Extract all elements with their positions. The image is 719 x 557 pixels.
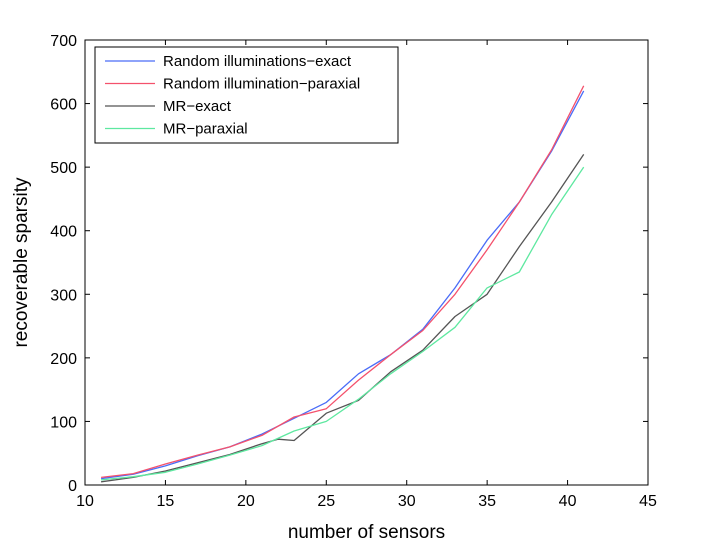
y-tick-label: 100 (50, 414, 77, 431)
x-axis-label: number of sensors (288, 522, 445, 543)
legend-item-label: MR−paraxial (163, 121, 248, 138)
legend-item-label: Random illumination−paraxial (163, 76, 360, 93)
axis-ticks: 10 15 20 25 30 35 40 45 0 100 200 300 400 500 600 700 (50, 33, 657, 510)
y-tick-label: 400 (50, 224, 77, 241)
series-line (101, 85, 585, 479)
y-tick-label: 200 (50, 351, 77, 368)
x-tick-label: 40 (559, 493, 577, 510)
x-tick-label: 10 (76, 493, 94, 510)
y-tick-label: 300 (50, 287, 77, 304)
x-tick-label: 20 (237, 493, 255, 510)
y-tick-label: 600 (50, 97, 77, 114)
y-tick-label: 0 (68, 478, 77, 495)
x-tick-label: 35 (478, 493, 496, 510)
x-tick-label: 30 (398, 493, 416, 510)
legend-box (94, 46, 399, 144)
y-tick-label: 700 (50, 33, 77, 50)
x-tick-label: 15 (157, 493, 175, 510)
legend: Random illuminations−exact Random illumin… (94, 46, 399, 144)
y-tick-label: 500 (50, 160, 77, 177)
series-line (101, 154, 585, 483)
series-line (101, 90, 585, 480)
x-tick-label: 25 (317, 493, 335, 510)
legend-item-label: Random illuminations−exact (163, 53, 352, 70)
series-lines (101, 85, 585, 483)
legend-item-label: MR−exact (163, 98, 232, 115)
x-tick-label: 45 (639, 493, 657, 510)
y-axis-label: recoverable sparsity (11, 177, 32, 348)
series-line (101, 166, 585, 481)
